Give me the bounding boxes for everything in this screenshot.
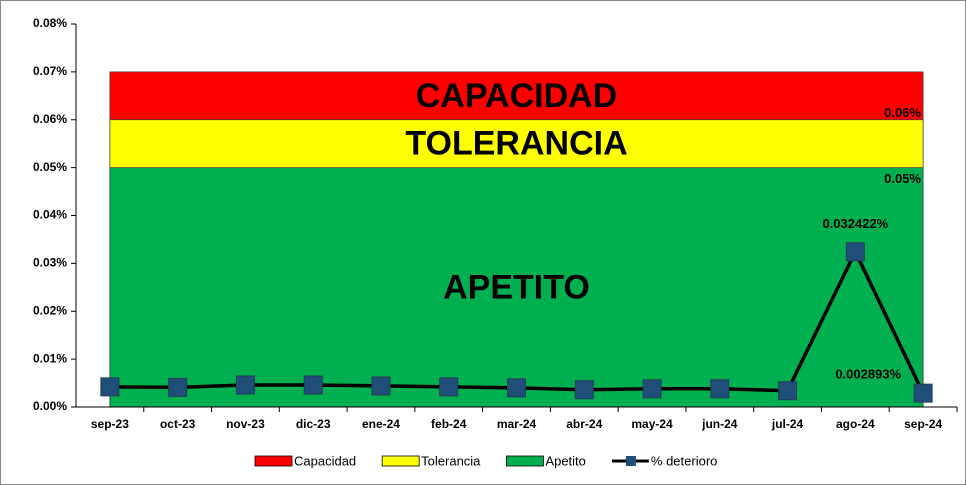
band-label: TOLERANCIA [405,125,627,163]
marker [778,381,798,401]
legend-swatch [625,456,636,466]
legend-label: Capacidad [294,453,356,468]
y-tick-label: 0.03% [33,256,67,270]
marker [642,379,662,399]
legend-label: % deterioro [651,453,717,468]
marker [235,375,255,395]
y-tick-label: 0.07% [33,64,67,78]
marker [507,378,526,398]
legend-label: Apetito [545,453,585,468]
marker [913,383,933,403]
legend-swatch [381,455,420,467]
area [109,167,924,408]
marker [710,379,730,399]
marker [845,242,865,262]
x-tick-label: oct-23 [160,417,196,431]
marker [574,380,594,400]
y-tick-label: 0.06% [33,112,67,126]
legend-swatch [254,455,293,467]
data-label: 0.032422% [822,216,888,231]
legend-label: Tolerancia [421,453,481,468]
y-tick-label: 0.01% [33,351,67,365]
data-label: 0.002893% [835,367,901,382]
band-label: CAPACIDAD [416,77,617,115]
y-tick-label: 0.04% [33,208,67,222]
data-label: 0.06% [884,105,921,120]
x-tick-label: may-24 [631,417,673,431]
band-label: APETITO [443,268,590,306]
y-tick-label: 0.08% [33,16,67,30]
x-tick-label: jul-24 [771,417,804,431]
marker [371,376,391,396]
x-tick-label: ago-24 [836,417,875,431]
marker [100,377,120,397]
legend-swatch [506,455,544,467]
x-tick-label: sep-24 [904,417,942,431]
x-tick-label: feb-24 [431,417,467,431]
x-tick-label: mar-24 [497,417,537,431]
y-tick-label: 0.00% [33,399,67,413]
x-tick-label: dic-23 [296,417,331,431]
x-tick-label: nov-23 [226,417,265,431]
x-tick-label: abr-24 [566,417,602,431]
x-tick-label: ene-24 [362,417,400,431]
marker [303,375,323,395]
marker [168,377,188,397]
x-tick-label: jun-24 [701,417,738,431]
data-label: 0.05% [884,171,921,186]
y-tick-label: 0.02% [33,303,67,317]
y-tick-label: 0.05% [33,160,67,174]
x-tick-label: sep-23 [91,417,129,431]
marker [439,377,459,397]
